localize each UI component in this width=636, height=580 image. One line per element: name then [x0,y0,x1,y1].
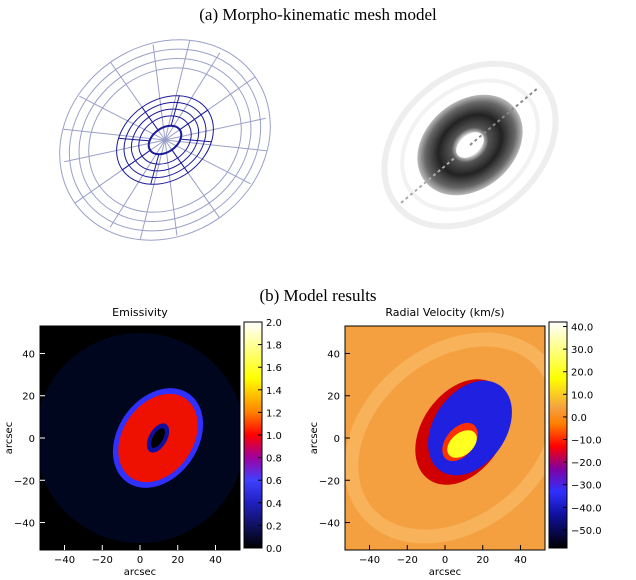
x-axis-label: arcsec [124,567,156,578]
y-axis-label: arcsec [309,422,320,454]
x-tick-label: 0 [442,555,448,566]
y-tick-label: 20 [327,392,340,403]
colorbar-tick-label: 0.2 [266,521,282,532]
y-tick-label: −20 [319,476,340,487]
y-tick-label: −40 [14,519,35,530]
panel-title: Radial Velocity (km/s) [385,306,504,319]
caption-b: (b) Model results [259,286,376,305]
figure: (a) Morpho-kinematic mesh model (b) Mode… [0,0,636,580]
colorbar-tick-label: 0.0 [571,413,587,424]
colorbar-tick-label: 0.4 [266,499,282,510]
y-tick-label: 40 [22,349,35,360]
x-tick-label: 40 [209,555,222,566]
colorbar-tick-label: −40.0 [571,503,602,514]
colorbar-tick-label: 0.0 [266,544,282,555]
colorbar-tick-label: −10.0 [571,436,602,447]
y-tick-label: 0 [29,434,35,445]
colorbar-tick-label: −50.0 [571,526,602,537]
colorbar-tick-label: 0.8 [266,454,282,465]
colorbar-tick-label: 1.4 [266,386,282,397]
x-tick-label: −40 [54,555,75,566]
rendered-model [352,30,588,259]
colorbar-tick-label: −30.0 [571,481,602,492]
x-tick-label: −40 [359,555,380,566]
y-tick-label: −40 [319,519,340,530]
panel-title: Emissivity [112,306,168,319]
colorbar-tick-label: 30.0 [571,345,593,356]
x-tick-label: 40 [514,555,527,566]
wireframe-model [20,0,309,281]
colorbar-tick-label: 0.6 [266,476,282,487]
colorbar-tick-label: 40.0 [571,323,593,334]
x-tick-label: 0 [137,555,143,566]
colorbar [549,322,567,548]
colorbar-tick-label: 10.0 [571,390,593,401]
emissivity-map [35,326,245,550]
y-axis-label: arcsec [4,422,15,454]
colorbar-tick-label: 1.8 [266,341,282,352]
caption-a: (a) Morpho-kinematic mesh model [199,5,437,24]
x-axis-label: arcsec [429,567,461,578]
y-tick-label: 20 [22,392,35,403]
x-tick-label: −20 [397,555,418,566]
x-tick-label: 20 [476,555,489,566]
colorbar-tick-label: −20.0 [571,458,602,469]
y-tick-label: 0 [334,434,340,445]
y-tick-label: −20 [14,476,35,487]
colorbar-tick-label: 1.2 [266,408,282,419]
x-tick-label: 20 [171,555,184,566]
x-tick-label: −20 [92,555,113,566]
y-tick-label: 40 [327,349,340,360]
colorbar-tick-label: 20.0 [571,368,593,379]
colorbar-tick-label: 1.6 [266,363,282,374]
colorbar-tick-label: 1.0 [266,431,282,442]
colorbar-tick-label: 2.0 [266,318,282,329]
